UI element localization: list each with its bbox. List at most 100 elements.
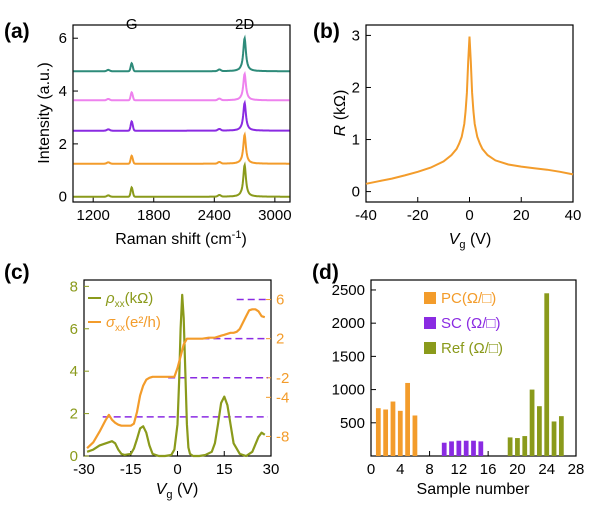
panel-d-x-tick-label: 4: [396, 461, 404, 478]
panel-c-x-tick-label: -30: [73, 461, 95, 478]
panel-b-y-tick-label: 0: [352, 184, 360, 201]
panel-d-bar: [383, 409, 389, 456]
panel-c-x-ticks: -30 -15 0 15 30: [73, 451, 279, 478]
panel-c-x-tick-label: -15: [120, 461, 142, 478]
panel-d-y-tick-label: 1000: [332, 382, 365, 399]
panel-d-y-tick-label: 2000: [332, 315, 365, 332]
panel-a-y-tick-label: 2: [59, 136, 67, 153]
panel-d-bar: [507, 437, 513, 456]
panel-c-legend-sigma-symbol: σ: [106, 314, 116, 331]
panel-a-x-tick-label: 1800: [137, 207, 170, 224]
panel-c-right-tick-label: -8: [276, 428, 289, 445]
panel-c-right-tick-label: 2: [276, 331, 284, 348]
panel-a-peak-annotation: G: [126, 16, 138, 33]
panel-c-legend-rho-symbol: ρ: [105, 290, 115, 307]
panel-d-legend-label: SC (Ω/□): [441, 315, 500, 332]
panel-d-bar: [471, 440, 476, 456]
panel-d-bar: [441, 442, 447, 456]
panel-c-left-tick-label: 0: [70, 448, 78, 465]
panel-b-y-axis-label: R (kΩ): [332, 90, 349, 137]
panel-b-curve: [365, 36, 574, 185]
panel-c-x-label-unit: (V): [173, 481, 199, 498]
panel-b-x-label-unit: (V): [466, 231, 492, 248]
panel-d-bar: [558, 416, 564, 456]
panel-d-x-tick-label: 16: [480, 461, 497, 478]
panel-a-spectrum-line: [73, 161, 290, 198]
panel-d-bar: [405, 382, 410, 456]
panel-d-legend: PC(Ω/□) SC (Ω/□) Ref (Ω/□): [424, 290, 503, 357]
panel-b-y-tick-label: 3: [352, 27, 360, 44]
panel-a-annotations: G 2D: [126, 16, 254, 33]
panel-a-label: (a): [4, 20, 30, 43]
panel-b-x-tick-label: -40: [355, 207, 377, 224]
panel-d-x-tick-label: 0: [367, 461, 375, 478]
panel-b-x-tick-label: 20: [513, 207, 530, 224]
panel-d-bar: [463, 440, 469, 456]
panel-b-y-tick-label: 1: [352, 132, 360, 149]
panel-d-legend-swatch: [424, 317, 436, 329]
panel-b-x-tick-label: 40: [565, 207, 582, 224]
panel-c-legend-sigma-sub: xx: [115, 323, 125, 334]
panel-a-x-tick-label: 2400: [198, 207, 231, 224]
panel-b-y-ticks: 0 1 2 3: [352, 27, 371, 201]
panel-d-bar: [515, 438, 520, 456]
panel-c-x-axis-label: Vg (V): [156, 481, 199, 501]
panel-c-right-tick-label: 6: [276, 292, 284, 309]
panel-a-spectra: [73, 34, 290, 198]
panel-c-legend: ρxx(kΩ) σxx(e²/h): [88, 290, 161, 334]
panel-d-legend-label: PC(Ω/□): [441, 290, 496, 307]
panel-a-x-label-superscript: -1: [232, 229, 242, 241]
panel-c-right-tick-label: -4: [276, 389, 289, 406]
panel-c-x-tick-label: 0: [173, 461, 181, 478]
panel-c-left-tick-label: 2: [70, 406, 78, 423]
panel-a-x-label-end: ): [241, 231, 246, 248]
panel-b-label: (b): [313, 20, 340, 43]
panel-d-bar: [544, 293, 550, 456]
panel-c-rho-curve: [86, 293, 266, 458]
panel-c-left-tick-label: 8: [70, 278, 78, 295]
panel-d-x-tick-label: 20: [509, 461, 526, 478]
panel-a-x-tick-label: 1200: [76, 207, 109, 224]
panel-c-legend-sigma: σxx(e²/h): [106, 314, 161, 334]
panel-b-x-label-symbol: V: [449, 231, 461, 248]
panel-c-curves: [86, 293, 266, 458]
panel-c-right-y-ticks: 6 2 -2 -4 -8: [266, 292, 289, 445]
panel-c-legend-sigma-rest: (e²/h): [125, 314, 161, 331]
panel-c-sigma-curve: [86, 308, 266, 449]
panel-c-x-tick-label: 15: [216, 461, 233, 478]
panel-b-resistance: (b) 0 1 2 3 -40 -20 0 20 40 R (kΩ) Vg (V): [313, 20, 581, 251]
panel-d-legend-swatch: [424, 292, 436, 304]
panel-a-peak-annotation: 2D: [235, 16, 254, 33]
panel-d-bars: [375, 293, 564, 456]
panel-d-bar: [522, 436, 528, 456]
panel-d-bar: [449, 441, 454, 456]
panel-c-right-tick-label: -2: [276, 370, 289, 387]
panel-b-resistance-curve: [365, 36, 574, 185]
panel-a-y-tick-label: 6: [59, 30, 67, 47]
panel-c-legend-rho: ρxx(kΩ): [105, 290, 153, 310]
panel-a-y-axis-label: Intensity (a.u.): [36, 62, 53, 163]
panel-a-frame: [72, 24, 291, 203]
panel-a-spectrum-line: [73, 131, 290, 165]
panel-b-y-label-unit: (kΩ): [332, 90, 349, 125]
panel-d-x-axis-label: Sample number: [417, 481, 531, 498]
panel-d-bar: [456, 440, 462, 456]
panel-d-y-ticks: 500 1000 1500 2000 2500: [332, 282, 376, 432]
panel-d-y-tick-label: 1500: [332, 348, 365, 365]
panel-d-y-tick-label: 500: [340, 415, 365, 432]
panel-b-x-label-subscript: g: [459, 239, 465, 251]
panel-d-bar: [478, 441, 484, 456]
panel-d-x-tick-label: 28: [568, 461, 585, 478]
panel-c-x-label-subscript: g: [166, 489, 172, 501]
panel-a-x-tick-label: 3000: [258, 207, 291, 224]
panel-c-x-label-symbol: V: [156, 481, 168, 498]
panel-d-legend-label: Ref (Ω/□): [441, 340, 503, 357]
panel-a-y-tick-label: 0: [59, 189, 67, 206]
panel-d-bar: [375, 408, 381, 456]
panel-d-legend-swatch: [424, 342, 436, 354]
panel-d-x-tick-label: 12: [451, 461, 468, 478]
panel-d-x-tick-label: 8: [425, 461, 433, 478]
panel-a-raman-spectra: (a) 0 2 4 6 1200 1800 2400 3000 G 2D Intensity …: [4, 16, 292, 248]
